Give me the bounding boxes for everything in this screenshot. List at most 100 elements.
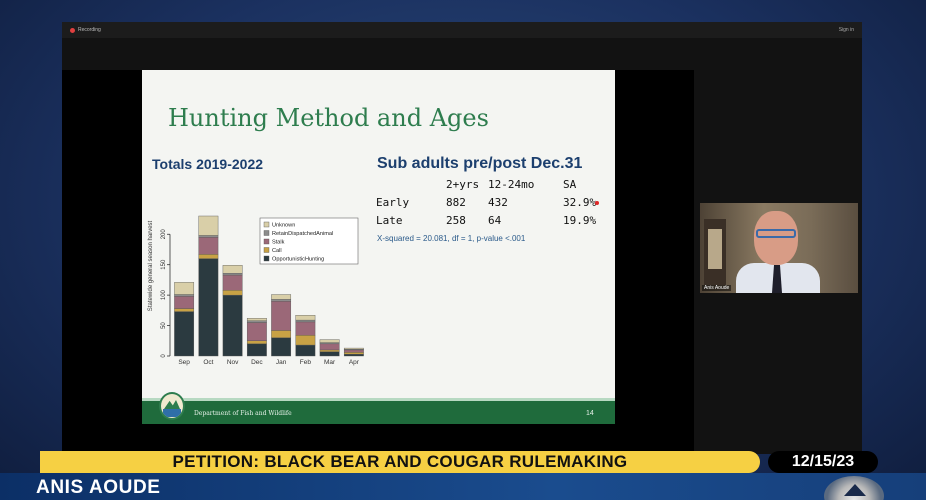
table-cell: 432 xyxy=(488,196,508,209)
headline-text: PETITION: BLACK BEAR AND COUGAR RULEMAKI… xyxy=(172,452,628,471)
bar-segment xyxy=(198,237,219,255)
bar-segment xyxy=(271,337,292,357)
sign-in-link[interactable]: Sign in xyxy=(838,27,854,33)
x-tick-label: Mar xyxy=(324,359,336,366)
slide-page-number: 14 xyxy=(586,410,594,417)
bar-segment xyxy=(246,322,267,341)
table-cell: 882 xyxy=(446,196,466,209)
speaker-name: ANIS AOUDE xyxy=(36,477,161,498)
table-cell: 32.9% xyxy=(563,196,597,209)
bar-segment xyxy=(198,215,219,236)
speaker-face xyxy=(754,211,798,265)
bar-segment xyxy=(174,308,195,312)
legend-entry: OpportunisticHunting xyxy=(272,257,324,263)
x-tick-label: Apr xyxy=(349,359,360,366)
bar-segment xyxy=(295,321,316,336)
table-header: 12-24mo xyxy=(488,178,535,191)
bar-segment xyxy=(295,315,316,321)
chi-square-result: X-squared = 20.081, df = 1, p-value <.00… xyxy=(377,234,526,243)
slide-footer-accent xyxy=(142,398,615,401)
table-header: SA xyxy=(563,178,577,191)
presentation-slide: Hunting Method and Ages Totals 2019-2022… xyxy=(142,70,615,424)
sub-adults-title: Sub adults pre/post Dec.31 xyxy=(377,155,583,172)
table-cell: 19.9% xyxy=(563,214,597,227)
bar-segment xyxy=(222,294,243,357)
bar-segment xyxy=(319,351,340,357)
bar-segment xyxy=(174,296,195,309)
bar-segment xyxy=(295,335,316,346)
fish-and-wildlife-logo-icon xyxy=(159,392,185,420)
laser-pointer-dot xyxy=(595,201,599,205)
bar-segment xyxy=(319,343,340,351)
speaker-tie xyxy=(772,265,782,293)
legend-entry: Unknown xyxy=(272,223,295,229)
bar-segment xyxy=(295,319,316,323)
y-tick-label: 50 xyxy=(161,322,167,329)
x-tick-label: Nov xyxy=(227,359,239,366)
bar-segment xyxy=(271,301,292,331)
slide-title: Hunting Method and Ages xyxy=(168,104,489,132)
legend-swatch xyxy=(263,247,270,253)
table-cell: 64 xyxy=(488,214,502,227)
x-tick-label: Oct xyxy=(203,359,213,366)
legend-entry: Call xyxy=(272,248,282,254)
bar-segment xyxy=(174,294,195,297)
totals-title: Totals 2019-2022 xyxy=(152,156,264,172)
legend-swatch xyxy=(263,230,270,236)
slide-footer xyxy=(142,401,615,424)
table-cell: Early xyxy=(376,196,410,209)
y-axis-label: Statewide general season harvest xyxy=(148,220,154,311)
x-tick-label: Sep xyxy=(178,359,190,366)
bar-segment xyxy=(246,343,267,357)
bar-segment xyxy=(174,311,195,357)
participant-name-label: Anis Aoude xyxy=(702,285,732,291)
participant-video[interactable]: Anis Aoude xyxy=(700,203,858,293)
bar-segment xyxy=(271,299,292,302)
bar-segment xyxy=(222,274,243,291)
bar-segment xyxy=(246,340,267,345)
bar-segment xyxy=(222,273,243,276)
x-tick-label: Dec xyxy=(251,359,263,366)
date-box: 12/15/23 xyxy=(768,451,878,473)
meeting-top-bar: Recording Sign in xyxy=(62,22,862,38)
x-tick-label: Jan xyxy=(276,359,287,366)
y-tick-label: 150 xyxy=(161,259,167,270)
broadcast-date: 12/15/23 xyxy=(791,453,855,470)
table-cell: Late xyxy=(376,214,403,227)
department-name: Department of Fish and Wildlife xyxy=(194,410,292,417)
legend-swatch xyxy=(263,221,270,228)
recording-label: Recording xyxy=(78,27,101,33)
bar-segment xyxy=(174,282,195,295)
bar-segment xyxy=(246,320,267,323)
bar-segment xyxy=(271,294,292,300)
harvest-stacked-bar-chart: 0 50 100 150 200 Statewide general season har… xyxy=(148,215,364,366)
x-tick-label: Feb xyxy=(300,359,312,366)
y-tick-label: 0 xyxy=(161,354,167,358)
recording-dot-icon xyxy=(70,27,75,33)
bar-segment xyxy=(343,352,364,355)
table-cell: 258 xyxy=(446,214,466,227)
y-tick-label: 200 xyxy=(161,229,167,240)
legend-swatch xyxy=(263,255,270,262)
legend-box xyxy=(259,217,359,265)
bar-segment xyxy=(295,344,316,357)
bar-segment xyxy=(198,235,219,238)
bookshelf-icon xyxy=(704,219,726,285)
headline-banner: PETITION: BLACK BEAR AND COUGAR RULEMAKI… xyxy=(40,451,760,473)
bar-segment xyxy=(319,349,340,352)
bar-segment xyxy=(222,265,243,274)
legend-swatch xyxy=(263,238,270,245)
bar-segment xyxy=(319,339,340,343)
bar-segment xyxy=(198,258,219,357)
legend-entry: Stalk xyxy=(272,240,285,246)
recording-indicator[interactable]: Recording xyxy=(70,27,101,33)
bar-segment xyxy=(222,290,243,296)
bar-segment xyxy=(343,349,364,353)
y-tick-label: 100 xyxy=(161,289,167,300)
table-header: 2+yrs xyxy=(446,178,480,191)
meeting-window: Recording Sign in Hunting Method and Age… xyxy=(62,22,862,454)
speaker-name-bar xyxy=(0,473,926,500)
speaker-glasses xyxy=(756,229,796,238)
bar-segment xyxy=(271,330,292,338)
legend-entry: RetainDispatchedAnimal xyxy=(272,231,333,237)
